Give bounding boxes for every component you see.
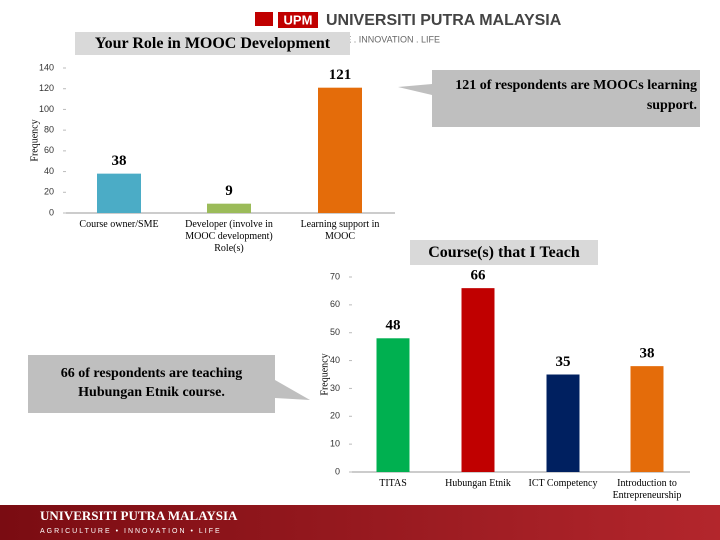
y-tick-label: 0 bbox=[49, 207, 54, 217]
logo: UPM bbox=[284, 12, 313, 27]
annotation: 121 of respondents are MOOCs learning su… bbox=[455, 78, 697, 113]
y-axis-label: Frequency bbox=[319, 353, 330, 395]
bar bbox=[376, 338, 410, 472]
y-axis-label: Frequency bbox=[29, 119, 40, 161]
y-tick-label: 40 bbox=[44, 166, 54, 176]
title-box bbox=[410, 240, 598, 265]
logo-box bbox=[278, 12, 318, 28]
bar bbox=[630, 366, 664, 472]
data-label: 38 bbox=[640, 346, 655, 362]
data-label: 35 bbox=[556, 354, 571, 370]
footer-name: UNIVERSITI PUTRA MALAYSIA bbox=[40, 508, 238, 523]
y-tick-label: 100 bbox=[39, 104, 54, 114]
data-label: 38 bbox=[112, 153, 127, 169]
x-tick-label: ICT Competency bbox=[528, 478, 598, 489]
bar bbox=[461, 288, 495, 472]
chart-title: Course(s) that I Teach bbox=[428, 244, 580, 261]
x-tick-label: Learning support in MOOC bbox=[300, 219, 380, 242]
title-box bbox=[75, 32, 350, 55]
y-tick-label: 140 bbox=[39, 62, 54, 72]
y-tick-label: 30 bbox=[330, 383, 340, 393]
x-tick-label: Introduction to Entrepreneurship bbox=[612, 478, 682, 501]
y-tick-label: 80 bbox=[44, 125, 54, 135]
y-tick-label: 40 bbox=[330, 355, 340, 365]
y-tick-label: 120 bbox=[39, 83, 54, 93]
university-name: UNIVERSITI PUTRA MALAYSIA bbox=[326, 12, 562, 29]
bar bbox=[97, 173, 141, 213]
callout bbox=[28, 355, 310, 413]
y-tick-label: 60 bbox=[44, 145, 54, 155]
data-label: 121 bbox=[329, 67, 352, 83]
data-label: 48 bbox=[386, 318, 401, 334]
annotation: 66 of respondents are teaching Hubungan … bbox=[60, 366, 243, 400]
logo-mark bbox=[255, 12, 273, 26]
x-tick-label: Developer (involve in MOOC development) … bbox=[185, 219, 273, 254]
footer-tagline: AGRICULTURE • INNOVATION • LIFE bbox=[40, 528, 222, 535]
y-tick-label: 20 bbox=[330, 411, 340, 421]
y-tick-label: 70 bbox=[330, 271, 340, 281]
x-tick-label: Hubungan Etnik bbox=[445, 478, 511, 489]
y-tick-label: 50 bbox=[330, 327, 340, 337]
bar bbox=[207, 203, 251, 213]
y-tick-label: 10 bbox=[330, 439, 340, 449]
bar bbox=[546, 374, 580, 472]
y-tick-label: 60 bbox=[330, 299, 340, 309]
chart-title: Your Role in MOOC Development bbox=[94, 35, 331, 52]
y-tick-label: 0 bbox=[335, 466, 340, 476]
x-tick-label: TITAS bbox=[379, 478, 407, 489]
y-tick-label: 20 bbox=[44, 187, 54, 197]
footer-band bbox=[0, 505, 720, 540]
x-tick-label: Course owner/SME bbox=[79, 219, 159, 230]
data-label: 9 bbox=[225, 183, 233, 199]
callout bbox=[398, 70, 700, 127]
bar bbox=[318, 87, 362, 213]
data-label: 66 bbox=[471, 268, 487, 284]
tagline: AGRICULTURE . INNOVATION . LIFE bbox=[287, 34, 440, 44]
